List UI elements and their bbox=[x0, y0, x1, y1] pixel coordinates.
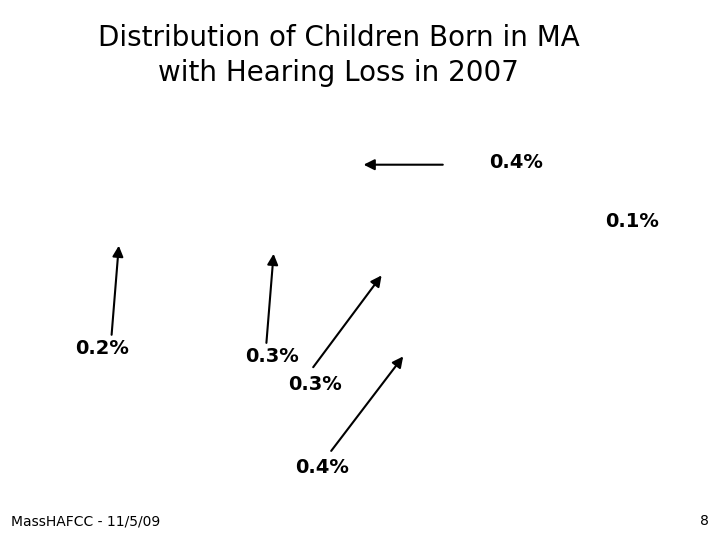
Text: 0.3%: 0.3% bbox=[245, 347, 299, 366]
Text: 8: 8 bbox=[701, 514, 709, 528]
Text: 0.3%: 0.3% bbox=[288, 375, 342, 394]
Text: 0.1%: 0.1% bbox=[605, 212, 659, 231]
Text: 0.4%: 0.4% bbox=[295, 457, 349, 477]
Text: 0.4%: 0.4% bbox=[490, 152, 544, 172]
Text: Distribution of Children Born in MA
with Hearing Loss in 2007: Distribution of Children Born in MA with… bbox=[97, 24, 580, 87]
Text: MassHAFCC - 11/5/09: MassHAFCC - 11/5/09 bbox=[11, 514, 160, 528]
Text: 0.2%: 0.2% bbox=[76, 339, 130, 358]
